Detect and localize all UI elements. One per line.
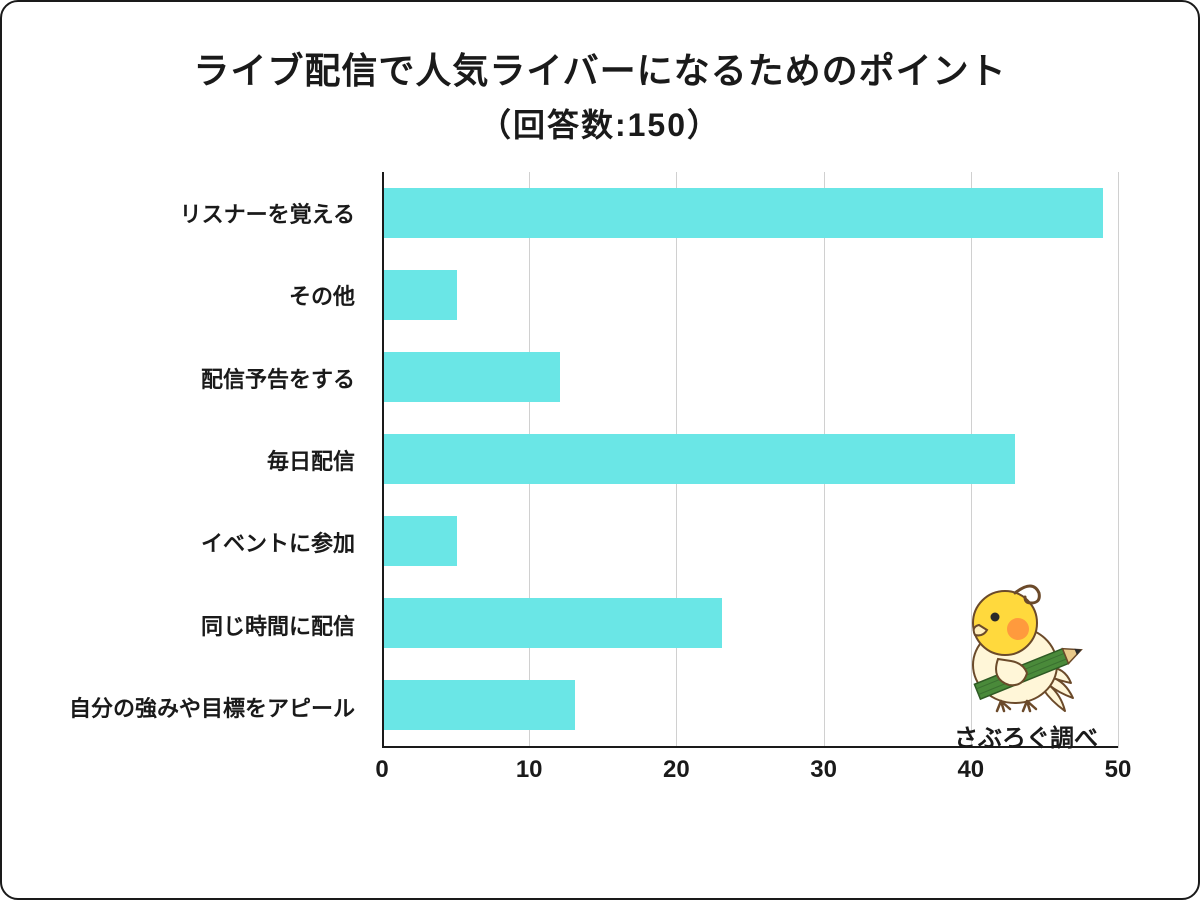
bar-row: [384, 336, 1118, 418]
bar: [384, 434, 1015, 485]
mascot-label: さぶろぐ調べ: [954, 718, 1098, 753]
y-axis-label: 同じ時間に配信: [82, 583, 367, 665]
bar-row: [384, 418, 1118, 500]
mascot-bird-icon: [943, 573, 1093, 723]
bar: [384, 516, 457, 567]
chart-title: ライブ配信で人気ライバーになるためのポイント （回答数:150）: [2, 2, 1198, 146]
y-axis-label: 自分の強みや目標をアピール: [82, 666, 367, 748]
bar: [384, 598, 722, 649]
x-tick-label: 40: [957, 756, 984, 784]
bar: [384, 352, 560, 403]
x-tick-label: 10: [516, 756, 543, 784]
bar: [384, 680, 575, 731]
y-axis-labels: リスナーを覚えるその他配信予告をする毎日配信イベントに参加同じ時間に配信自分の強…: [82, 172, 367, 748]
y-axis-label: 配信予告をする: [82, 337, 367, 419]
bar-row: [384, 254, 1118, 336]
bar: [384, 188, 1103, 239]
title-line-1: ライブ配信で人気ライバーになるためのポイント: [2, 42, 1198, 94]
x-tick-label: 50: [1105, 756, 1132, 784]
x-axis-ticks: 01020304050: [382, 748, 1118, 818]
x-tick-label: 20: [663, 756, 690, 784]
bar-row: [384, 172, 1118, 254]
x-tick-label: 0: [375, 756, 388, 784]
title-line-2: （回答数:150）: [2, 100, 1198, 146]
y-axis-label: イベントに参加: [82, 501, 367, 583]
bar: [384, 270, 457, 321]
y-axis-label: その他: [82, 254, 367, 336]
chart-frame: ライブ配信で人気ライバーになるためのポイント （回答数:150） リスナーを覚え…: [0, 0, 1200, 900]
x-tick-label: 30: [810, 756, 837, 784]
y-axis-label: リスナーを覚える: [82, 172, 367, 254]
y-axis-label: 毎日配信: [82, 419, 367, 501]
gridline: [1118, 172, 1119, 748]
bar-row: [384, 500, 1118, 582]
